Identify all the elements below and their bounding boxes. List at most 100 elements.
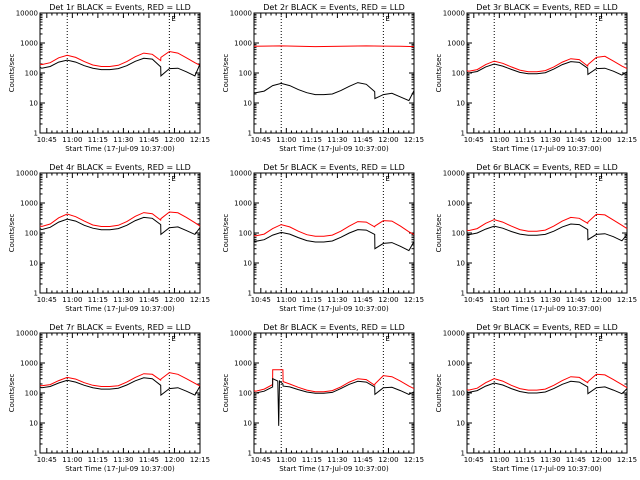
event-marker-label: E <box>171 335 175 343</box>
series-line-events <box>466 380 628 395</box>
y-tick-label: 10000 <box>443 170 465 178</box>
x-tick-label: 11:30 <box>540 136 560 144</box>
event-marker-label: E <box>385 335 389 343</box>
y-axis-label: Counts/sec <box>8 54 16 93</box>
x-tick-label: 10:45 <box>37 456 57 464</box>
x-tick-label: 11:00 <box>489 456 509 464</box>
x-tick-label: 12:15 <box>404 296 424 304</box>
y-tick-label: 100 <box>25 390 38 398</box>
y-tick-label: 1 <box>34 290 38 298</box>
y-tick-label: 10000 <box>230 330 252 338</box>
x-tick-label: 10:45 <box>464 456 484 464</box>
plot-frame <box>39 172 201 294</box>
x-axis-label: Start Time (17-Jul-09 10:37:00) <box>65 145 175 153</box>
y-tick-label: 100 <box>239 390 252 398</box>
x-tick-label: 12:15 <box>190 456 210 464</box>
x-tick-label: 12:00 <box>164 456 184 464</box>
x-tick-label: 11:00 <box>489 136 509 144</box>
plot-frame <box>466 172 628 294</box>
x-axis-label: Start Time (17-Jul-09 10:37:00) <box>65 305 175 313</box>
panel-title: Det 5r BLACK = Events, RED = LLD <box>263 163 405 172</box>
x-tick-label: 11:45 <box>139 136 159 144</box>
x-tick-label: 11:45 <box>566 136 586 144</box>
x-tick-label: 12:00 <box>378 296 398 304</box>
y-axis-label: Counts/sec <box>8 374 16 413</box>
y-tick-label: 1 <box>248 290 252 298</box>
series-line-lld <box>39 211 201 228</box>
panel-det-5: Det 5r BLACK = Events, RED = LLD 1 10 100 10… <box>222 163 424 313</box>
y-tick-label: 1 <box>461 290 465 298</box>
y-tick-label: 1 <box>34 450 38 458</box>
x-tick-label: 11:30 <box>113 456 133 464</box>
y-tick-label: 10000 <box>230 10 252 18</box>
x-tick-label: 11:30 <box>327 456 347 464</box>
y-tick-label: 10000 <box>230 170 252 178</box>
x-tick-label: 11:15 <box>302 296 322 304</box>
y-axis-label: Counts/sec <box>8 214 16 253</box>
y-tick-label: 1000 <box>20 360 38 368</box>
y-axis-label: Counts/sec <box>435 374 443 413</box>
plot-frame <box>466 332 628 454</box>
x-tick-label: 12:15 <box>190 136 210 144</box>
y-tick-label: 1 <box>461 130 465 138</box>
y-axis-label: Counts/sec <box>222 54 230 93</box>
y-axis-label: Counts/sec <box>222 374 230 413</box>
series-line-lld <box>253 369 415 393</box>
y-tick-label: 100 <box>452 230 465 238</box>
y-tick-label: 1 <box>34 130 38 138</box>
x-tick-label: 11:15 <box>302 136 322 144</box>
event-marker-label: E <box>171 15 175 23</box>
panel-title: Det 1r BLACK = Events, RED = LLD <box>49 3 191 12</box>
panel-det-7: Det 7r BLACK = Events, RED = LLD 1 10 100 10… <box>8 323 210 473</box>
series-line-events <box>466 223 628 242</box>
y-tick-label: 100 <box>25 230 38 238</box>
y-tick-label: 10 <box>29 260 38 268</box>
x-axis-label: Start Time (17-Jul-09 10:37:00) <box>492 465 602 473</box>
event-marker-label: E <box>385 175 389 183</box>
x-tick-label: 11:15 <box>515 456 535 464</box>
series-line-events <box>254 82 415 102</box>
y-tick-label: 10 <box>456 420 465 428</box>
event-marker-label: E <box>385 15 389 23</box>
x-tick-label: 12:00 <box>591 136 611 144</box>
x-tick-label: 11:30 <box>113 296 133 304</box>
x-tick-label: 12:00 <box>591 456 611 464</box>
x-tick-label: 11:00 <box>62 136 82 144</box>
series-line-events <box>466 61 628 76</box>
x-tick-label: 12:00 <box>164 136 184 144</box>
y-tick-label: 10000 <box>16 10 38 18</box>
y-tick-label: 1000 <box>234 200 252 208</box>
y-tick-label: 1000 <box>447 40 465 48</box>
x-tick-label: 10:45 <box>464 296 484 304</box>
y-tick-label: 1000 <box>447 200 465 208</box>
event-marker-label: E <box>598 15 602 23</box>
x-tick-label: 11:45 <box>353 456 373 464</box>
plot-frame <box>39 332 201 454</box>
x-tick-label: 11:00 <box>62 456 82 464</box>
panel-title: Det 2r BLACK = Events, RED = LLD <box>263 3 405 12</box>
x-tick-label: 10:45 <box>251 456 271 464</box>
y-tick-label: 10 <box>456 260 465 268</box>
y-tick-label: 100 <box>25 70 38 78</box>
x-tick-label: 11:00 <box>489 296 509 304</box>
y-axis-label: Counts/sec <box>435 214 443 253</box>
x-tick-label: 11:45 <box>353 296 373 304</box>
y-tick-label: 1 <box>248 130 252 138</box>
y-tick-label: 1000 <box>234 360 252 368</box>
y-tick-label: 1000 <box>20 40 38 48</box>
series-line-lld <box>466 373 628 391</box>
panel-title: Det 6r BLACK = Events, RED = LLD <box>476 163 618 172</box>
series-line-events <box>39 57 201 77</box>
x-tick-label: 11:00 <box>276 136 296 144</box>
panel-det-8: Det 8r BLACK = Events, RED = LLD 1 10 100 10… <box>222 323 424 473</box>
y-tick-label: 1 <box>248 450 252 458</box>
y-tick-label: 100 <box>452 70 465 78</box>
x-tick-label: 11:00 <box>62 296 82 304</box>
y-tick-label: 10 <box>243 420 252 428</box>
x-tick-label: 12:15 <box>404 136 424 144</box>
plot-frame <box>253 12 415 134</box>
panel-title: Det 9r BLACK = Events, RED = LLD <box>476 323 618 332</box>
x-axis-label: Start Time (17-Jul-09 10:37:00) <box>492 145 602 153</box>
x-tick-label: 11:30 <box>540 456 560 464</box>
